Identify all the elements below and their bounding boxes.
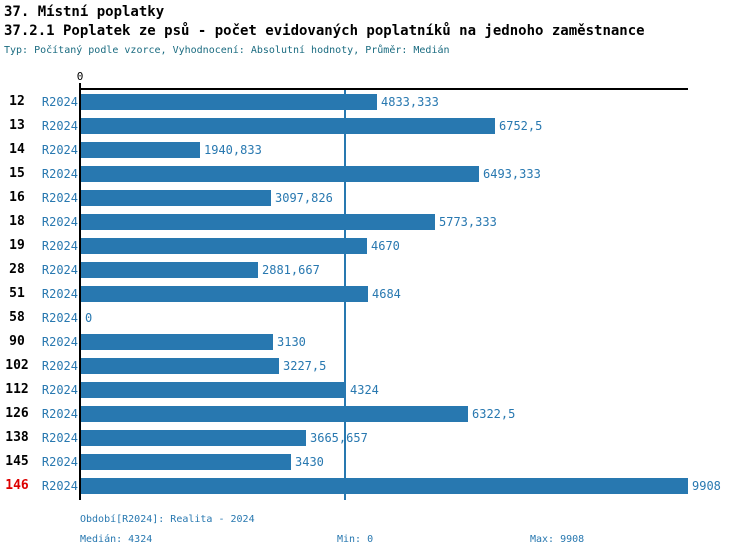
footer-period: Období[R2024]: Realita - 2024 <box>80 514 255 525</box>
row-id-label: 14 <box>9 142 25 157</box>
bar-value-label: 1940,833 <box>204 143 262 157</box>
bar-value-label: 6493,333 <box>483 167 541 181</box>
row-id-label: 102 <box>5 358 29 373</box>
chart-subtitle: Typ: Počítaný podle vzorce, Vyhodnocení:… <box>4 45 450 56</box>
bar <box>81 94 377 110</box>
row-series-label: R2024 <box>41 239 78 253</box>
row-series-label: R2024 <box>41 479 78 493</box>
row-id-label: 19 <box>9 238 25 253</box>
row-id-label: 126 <box>5 406 29 421</box>
bar-value-label: 4670 <box>371 239 400 253</box>
row-series-label: R2024 <box>41 431 78 445</box>
bar-value-label: 4833,333 <box>381 95 439 109</box>
row-id-label: 146 <box>5 478 29 493</box>
row-id-label: 12 <box>9 94 25 109</box>
bar-value-label: 9908 <box>692 479 721 493</box>
row-id-label: 13 <box>9 118 25 133</box>
bar-value-label: 3430 <box>295 455 324 469</box>
bar <box>81 358 279 374</box>
footer-min: Min: 0 <box>337 534 374 545</box>
bar-value-label: 3130 <box>277 335 306 349</box>
row-id-label: 28 <box>9 262 25 277</box>
report-section-title: 37. Místní poplatky <box>4 4 165 20</box>
row-series-label: R2024 <box>41 359 78 373</box>
bar <box>81 406 468 422</box>
bar <box>81 430 306 446</box>
bar-value-label: 6752,5 <box>499 119 543 133</box>
x-axis-zero-label: 0 <box>76 70 84 83</box>
footer-max: Max: 9908 <box>530 534 585 545</box>
bar-value-label: 2881,667 <box>262 263 320 277</box>
x-axis-line <box>79 88 688 90</box>
row-series-label: R2024 <box>41 383 78 397</box>
bar-value-label: 3665,657 <box>310 431 368 445</box>
row-id-label: 145 <box>5 454 29 469</box>
bar-value-label: 3227,5 <box>283 359 327 373</box>
row-id-label: 51 <box>9 286 25 301</box>
row-id-label: 18 <box>9 214 25 229</box>
bar-value-label: 4684 <box>372 287 401 301</box>
row-series-label: R2024 <box>41 119 78 133</box>
bar <box>81 118 495 134</box>
footer-median: Medián: 4324 <box>80 534 153 545</box>
bar-value-label: 6322,5 <box>472 407 516 421</box>
bar <box>81 478 688 494</box>
bar <box>81 334 273 350</box>
bar-value-label: 3097,826 <box>275 191 333 205</box>
bar <box>81 382 346 398</box>
row-id-label: 112 <box>5 382 29 397</box>
row-id-label: 90 <box>9 334 25 349</box>
row-id-label: 138 <box>5 430 29 445</box>
row-series-label: R2024 <box>41 335 78 349</box>
row-series-label: R2024 <box>41 167 78 181</box>
row-series-label: R2024 <box>41 311 78 325</box>
bar <box>81 142 200 158</box>
bar <box>81 262 258 278</box>
row-series-label: R2024 <box>41 215 78 229</box>
row-series-label: R2024 <box>41 191 78 205</box>
bar-value-label: 0 <box>85 311 93 325</box>
y-axis-line <box>79 83 81 500</box>
row-id-label: 16 <box>9 190 25 205</box>
bar <box>81 166 479 182</box>
row-series-label: R2024 <box>41 95 78 109</box>
row-series-label: R2024 <box>41 143 78 157</box>
row-series-label: R2024 <box>41 455 78 469</box>
bar <box>81 286 368 302</box>
bar-value-label: 5773,333 <box>439 215 497 229</box>
row-series-label: R2024 <box>41 263 78 277</box>
bar <box>81 190 271 206</box>
bar <box>81 238 367 254</box>
row-series-label: R2024 <box>41 407 78 421</box>
row-id-label: 58 <box>9 310 25 325</box>
bar <box>81 214 435 230</box>
bar-value-label: 4324 <box>350 383 379 397</box>
row-series-label: R2024 <box>41 287 78 301</box>
row-id-label: 15 <box>9 166 25 181</box>
chart-title: 37.2.1 Poplatek ze psů - počet evidovaný… <box>4 23 645 39</box>
bar <box>81 454 291 470</box>
